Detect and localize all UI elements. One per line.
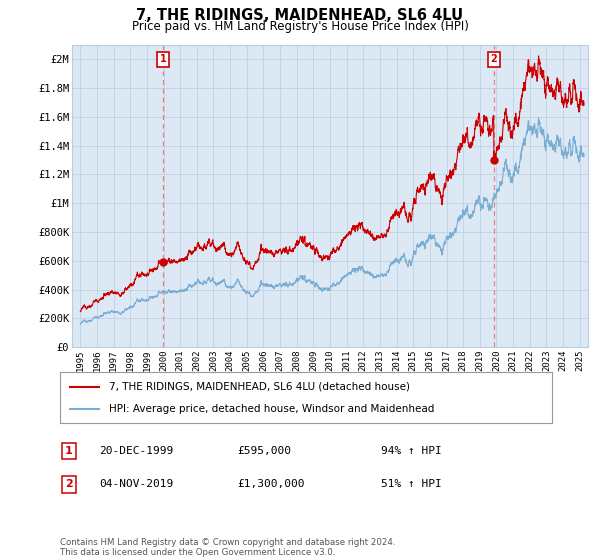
Text: 94% ↑ HPI: 94% ↑ HPI bbox=[381, 446, 442, 456]
Text: 2: 2 bbox=[65, 479, 73, 489]
Text: 1: 1 bbox=[65, 446, 73, 456]
Text: HPI: Average price, detached house, Windsor and Maidenhead: HPI: Average price, detached house, Wind… bbox=[109, 404, 434, 414]
Text: Contains HM Land Registry data © Crown copyright and database right 2024.
This d: Contains HM Land Registry data © Crown c… bbox=[60, 538, 395, 557]
Text: 7, THE RIDINGS, MAIDENHEAD, SL6 4LU (detached house): 7, THE RIDINGS, MAIDENHEAD, SL6 4LU (det… bbox=[109, 381, 410, 391]
Text: Price paid vs. HM Land Registry's House Price Index (HPI): Price paid vs. HM Land Registry's House … bbox=[131, 20, 469, 32]
Text: £595,000: £595,000 bbox=[237, 446, 291, 456]
Text: 1: 1 bbox=[160, 54, 166, 64]
Text: 7, THE RIDINGS, MAIDENHEAD, SL6 4LU: 7, THE RIDINGS, MAIDENHEAD, SL6 4LU bbox=[136, 8, 464, 24]
Text: £1,300,000: £1,300,000 bbox=[237, 479, 305, 489]
Text: 2: 2 bbox=[490, 54, 497, 64]
Text: 04-NOV-2019: 04-NOV-2019 bbox=[99, 479, 173, 489]
Text: 51% ↑ HPI: 51% ↑ HPI bbox=[381, 479, 442, 489]
Text: 20-DEC-1999: 20-DEC-1999 bbox=[99, 446, 173, 456]
